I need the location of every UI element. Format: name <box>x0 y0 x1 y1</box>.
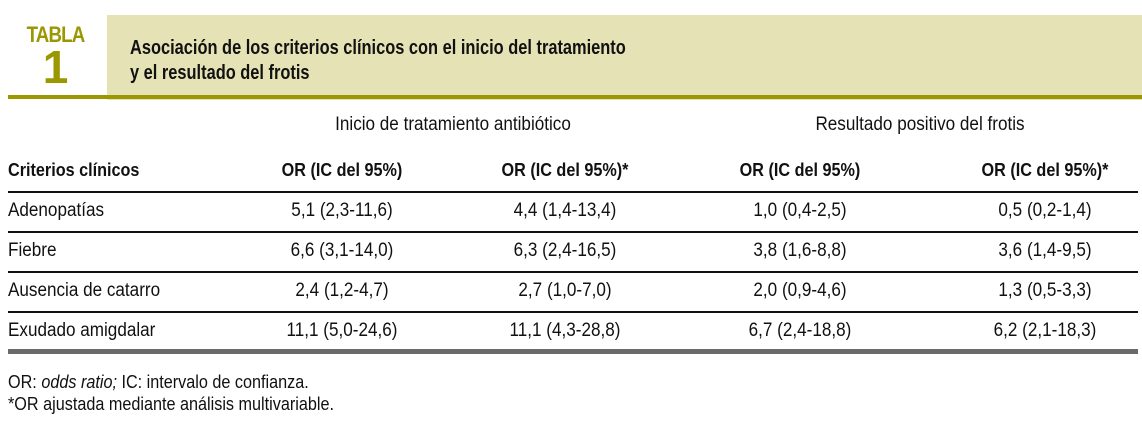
column-header-or: OR (IC del 95%) <box>281 160 403 180</box>
table-title: Asociación de los criterios clínicos con… <box>130 36 626 86</box>
column-header-or-adjusted: OR (IC del 95%)* <box>501 160 629 180</box>
row-label: Fiebre <box>8 240 57 261</box>
row-divider <box>8 311 1138 313</box>
table-bottom-rule <box>8 349 1138 354</box>
table-cell: 2,4 (1,2-4,7) <box>295 280 389 301</box>
table-cell: 2,0 (0,9-4,6) <box>753 280 847 301</box>
group-header-treatment: Inicio de tratamiento antibiótico <box>335 114 571 135</box>
table-cell: 6,2 (2,1-18,3) <box>993 320 1097 341</box>
table-cell: 1,3 (0,5-3,3) <box>998 280 1092 301</box>
table-cell: 6,6 (3,1-14,0) <box>290 240 394 261</box>
row-divider <box>8 231 1138 233</box>
table-cell: 0,5 (0,2-1,4) <box>998 200 1092 221</box>
footnote-text: OR: <box>8 372 42 392</box>
row-label: Ausencia de catarro <box>8 280 161 301</box>
group-header-smear: Resultado positivo del frotis <box>815 114 1025 135</box>
column-header-or-adjusted: OR (IC del 95%)* <box>981 160 1109 180</box>
footnote-italic: odds ratio; <box>41 372 117 392</box>
title-band <box>107 15 1142 100</box>
table-cell: 4,4 (1,4-13,4) <box>513 200 617 221</box>
title-divider <box>8 95 1142 99</box>
column-header-criteria: Criterios clínicos <box>8 160 140 180</box>
column-header-or: OR (IC del 95%) <box>739 160 861 180</box>
row-divider <box>8 271 1138 273</box>
table-cell: 1,0 (0,4-2,5) <box>753 200 847 221</box>
table-cell: 6,3 (2,4-16,5) <box>513 240 617 261</box>
row-label: Adenopatías <box>8 200 105 221</box>
table-cell: 6,7 (2,4-18,8) <box>748 320 852 341</box>
table-number: 1 <box>42 41 69 93</box>
footnote-adjusted: *OR ajustada mediante análisis multivari… <box>8 394 334 414</box>
table-cell: 3,6 (1,4-9,5) <box>998 240 1092 261</box>
header-divider <box>8 191 1138 193</box>
table-label: TABLA <box>26 22 86 47</box>
table-cell: 3,8 (1,6-8,8) <box>753 240 847 261</box>
table-cell: 11,1 (5,0-24,6) <box>286 320 398 341</box>
row-label: Exudado amigdalar <box>8 320 156 341</box>
table-cell: 11,1 (4,3-28,8) <box>509 320 621 341</box>
table-cell: 2,7 (1,0-7,0) <box>518 280 612 301</box>
table-cell: 5,1 (2,3-11,6) <box>291 200 393 221</box>
title-line-2: y el resultado del frotis <box>130 62 310 84</box>
footnote-text: IC: intervalo de confianza. <box>116 372 309 392</box>
footnote-abbreviations: OR: odds ratio; IC: intervalo de confian… <box>8 372 309 393</box>
title-line-1: Asociación de los criterios clínicos con… <box>130 37 626 59</box>
